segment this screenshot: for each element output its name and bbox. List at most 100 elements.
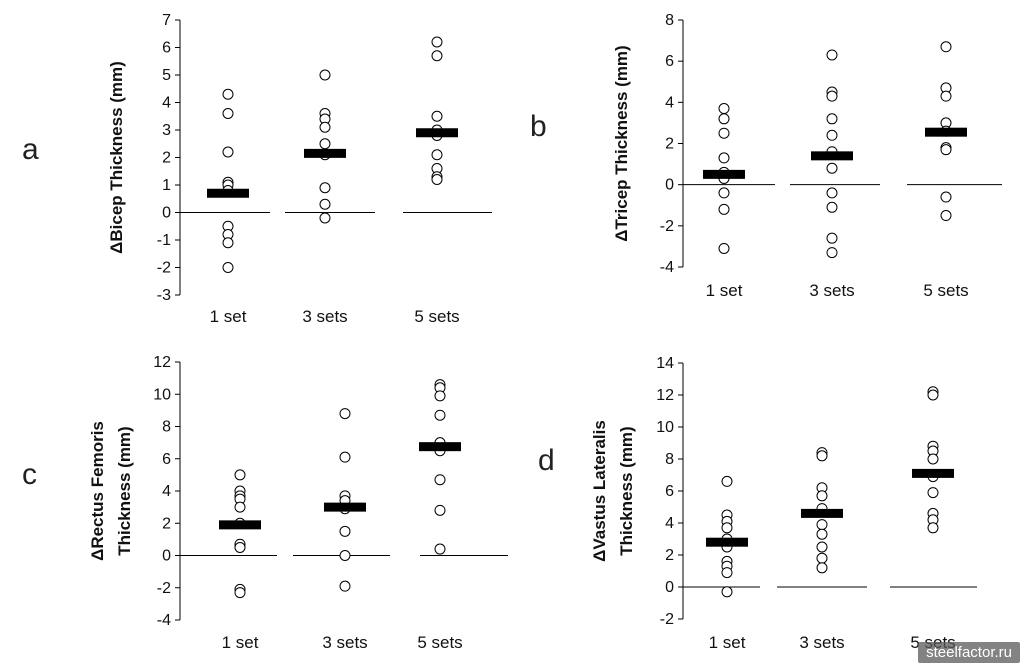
data-point-b-0-0 <box>718 103 730 115</box>
data-point-c-1-6 <box>339 550 351 561</box>
category-label-d-0: 1 set <box>709 633 746 652</box>
panel-letter-a: a <box>22 133 39 166</box>
data-point-d-1-1 <box>816 450 828 462</box>
data-point-b-2-0 <box>940 41 952 53</box>
y-axis-title-c-line-1: Thickness (mm) <box>115 426 134 555</box>
mean-bar-a-1 <box>304 148 346 158</box>
data-point-b-2-2 <box>940 90 952 102</box>
y-axis-title-b: ΔTricep Thickness (mm) <box>612 45 631 241</box>
y-tick-label-b-5: 6 <box>665 53 674 70</box>
y-tick-label-a-6: 3 <box>162 122 171 139</box>
data-point-c-2-7 <box>434 504 446 516</box>
data-point-b-0-6 <box>718 187 730 199</box>
chart-panel-c: -4 -2 0 2 4 6 8 10 12 1 set 3 sets 5 sets ΔRectus Fe… <box>88 354 508 652</box>
y-tick-label-b-0: -4 <box>660 259 674 276</box>
y-tick-label-c-0: -4 <box>157 612 171 629</box>
data-point-a-2-0 <box>431 36 443 48</box>
data-point-b-2-7 <box>940 191 952 203</box>
data-point-c-2-3 <box>434 409 446 421</box>
data-point-a-0-0 <box>222 88 234 100</box>
mean-bar-b-2 <box>925 127 967 137</box>
y-tick-label-a-9: 6 <box>162 40 171 57</box>
data-point-a-2-2 <box>431 110 443 122</box>
data-point-c-0-9 <box>234 587 246 599</box>
y-axis-title-d-line-1: Thickness (mm) <box>617 426 636 555</box>
mean-bar-d-0 <box>706 537 748 547</box>
y-tick-label-d-6: 10 <box>656 419 674 436</box>
data-point-d-1-9 <box>816 562 828 574</box>
chart-panel-b: -4 -2 0 2 4 6 8 1 set 3 sets 5 sets ΔTricep Thickn… <box>612 12 1002 300</box>
mean-bar-d-1 <box>801 508 843 518</box>
y-tick-label-a-8: 5 <box>162 67 171 84</box>
category-label-c-1: 3 sets <box>322 633 367 652</box>
data-point-d-0-0 <box>721 475 733 487</box>
data-point-d-0-3 <box>721 522 733 534</box>
data-point-d-0-9 <box>721 586 733 598</box>
data-point-d-1-7 <box>816 541 828 553</box>
data-point-b-2-6 <box>940 144 952 156</box>
data-point-d-2-6 <box>927 487 939 499</box>
y-tick-label-a-1: -2 <box>157 260 171 277</box>
mean-bar-c-2 <box>419 442 461 452</box>
data-point-b-1-7 <box>826 187 838 199</box>
y-tick-label-d-1: 0 <box>665 579 674 596</box>
data-point-b-0-8 <box>718 242 730 254</box>
data-point-a-1-8 <box>319 212 331 224</box>
data-point-c-2-8 <box>434 543 446 555</box>
category-label-d-1: 3 sets <box>799 633 844 652</box>
data-point-b-0-2 <box>718 127 730 139</box>
y-tick-label-a-2: -1 <box>157 232 171 249</box>
mean-bar-c-1 <box>324 502 366 512</box>
data-point-b-2-8 <box>940 210 952 222</box>
data-point-d-1-6 <box>816 528 828 540</box>
mean-bar-d-2 <box>912 468 954 478</box>
data-point-c-1-1 <box>339 451 351 463</box>
y-tick-label-d-0: -2 <box>660 611 674 628</box>
data-point-a-0-8 <box>222 237 234 249</box>
data-point-b-1-3 <box>826 113 838 125</box>
data-point-c-1-7 <box>339 580 351 592</box>
y-tick-label-d-4: 6 <box>665 483 674 500</box>
y-tick-label-a-5: 2 <box>162 150 171 167</box>
data-point-b-1-9 <box>826 232 838 244</box>
data-point-d-1-8 <box>816 552 828 564</box>
data-point-d-2-4 <box>927 453 939 465</box>
data-point-a-1-6 <box>319 182 331 194</box>
data-point-a-0-9 <box>222 262 234 273</box>
y-tick-label-b-6: 8 <box>665 12 674 29</box>
panel-letter-c: c <box>22 458 37 491</box>
data-point-a-0-1 <box>222 108 234 119</box>
y-tick-label-c-5: 6 <box>162 451 171 468</box>
y-axis-title-c-line-0: ΔRectus Femoris <box>88 421 107 561</box>
category-label-b-1: 3 sets <box>809 281 854 300</box>
category-label-b-2: 5 sets <box>923 281 968 300</box>
data-point-d-2-1 <box>927 389 939 401</box>
watermark: steelfactor.ru <box>918 642 1020 663</box>
y-tick-label-b-3: 2 <box>665 136 674 153</box>
data-point-b-0-7 <box>718 203 730 215</box>
data-point-a-1-0 <box>319 69 331 81</box>
data-point-b-1-4 <box>826 129 838 141</box>
category-label-a-1: 3 sets <box>302 307 347 326</box>
data-point-c-0-4 <box>234 501 246 513</box>
mean-bar-b-1 <box>811 151 853 161</box>
data-point-a-1-7 <box>319 198 331 210</box>
data-point-a-0-2 <box>222 146 234 158</box>
y-axis-title-a: ΔBicep Thickness (mm) <box>107 61 126 254</box>
y-tick-label-a-7: 4 <box>162 95 171 112</box>
data-point-d-0-8 <box>721 567 733 579</box>
data-point-a-2-1 <box>431 50 443 62</box>
data-point-a-2-5 <box>431 149 443 161</box>
data-point-b-1-10 <box>826 247 838 259</box>
y-tick-label-c-3: 2 <box>162 515 171 532</box>
data-point-c-2-6 <box>434 474 446 486</box>
y-tick-label-d-3: 4 <box>665 515 674 532</box>
data-point-c-0-7 <box>234 541 246 553</box>
y-tick-label-a-10: 7 <box>162 12 171 29</box>
y-tick-label-c-6: 8 <box>162 419 171 436</box>
y-tick-label-c-7: 10 <box>153 386 171 403</box>
data-point-d-1-3 <box>816 490 828 502</box>
y-tick-label-a-4: 1 <box>162 177 171 194</box>
